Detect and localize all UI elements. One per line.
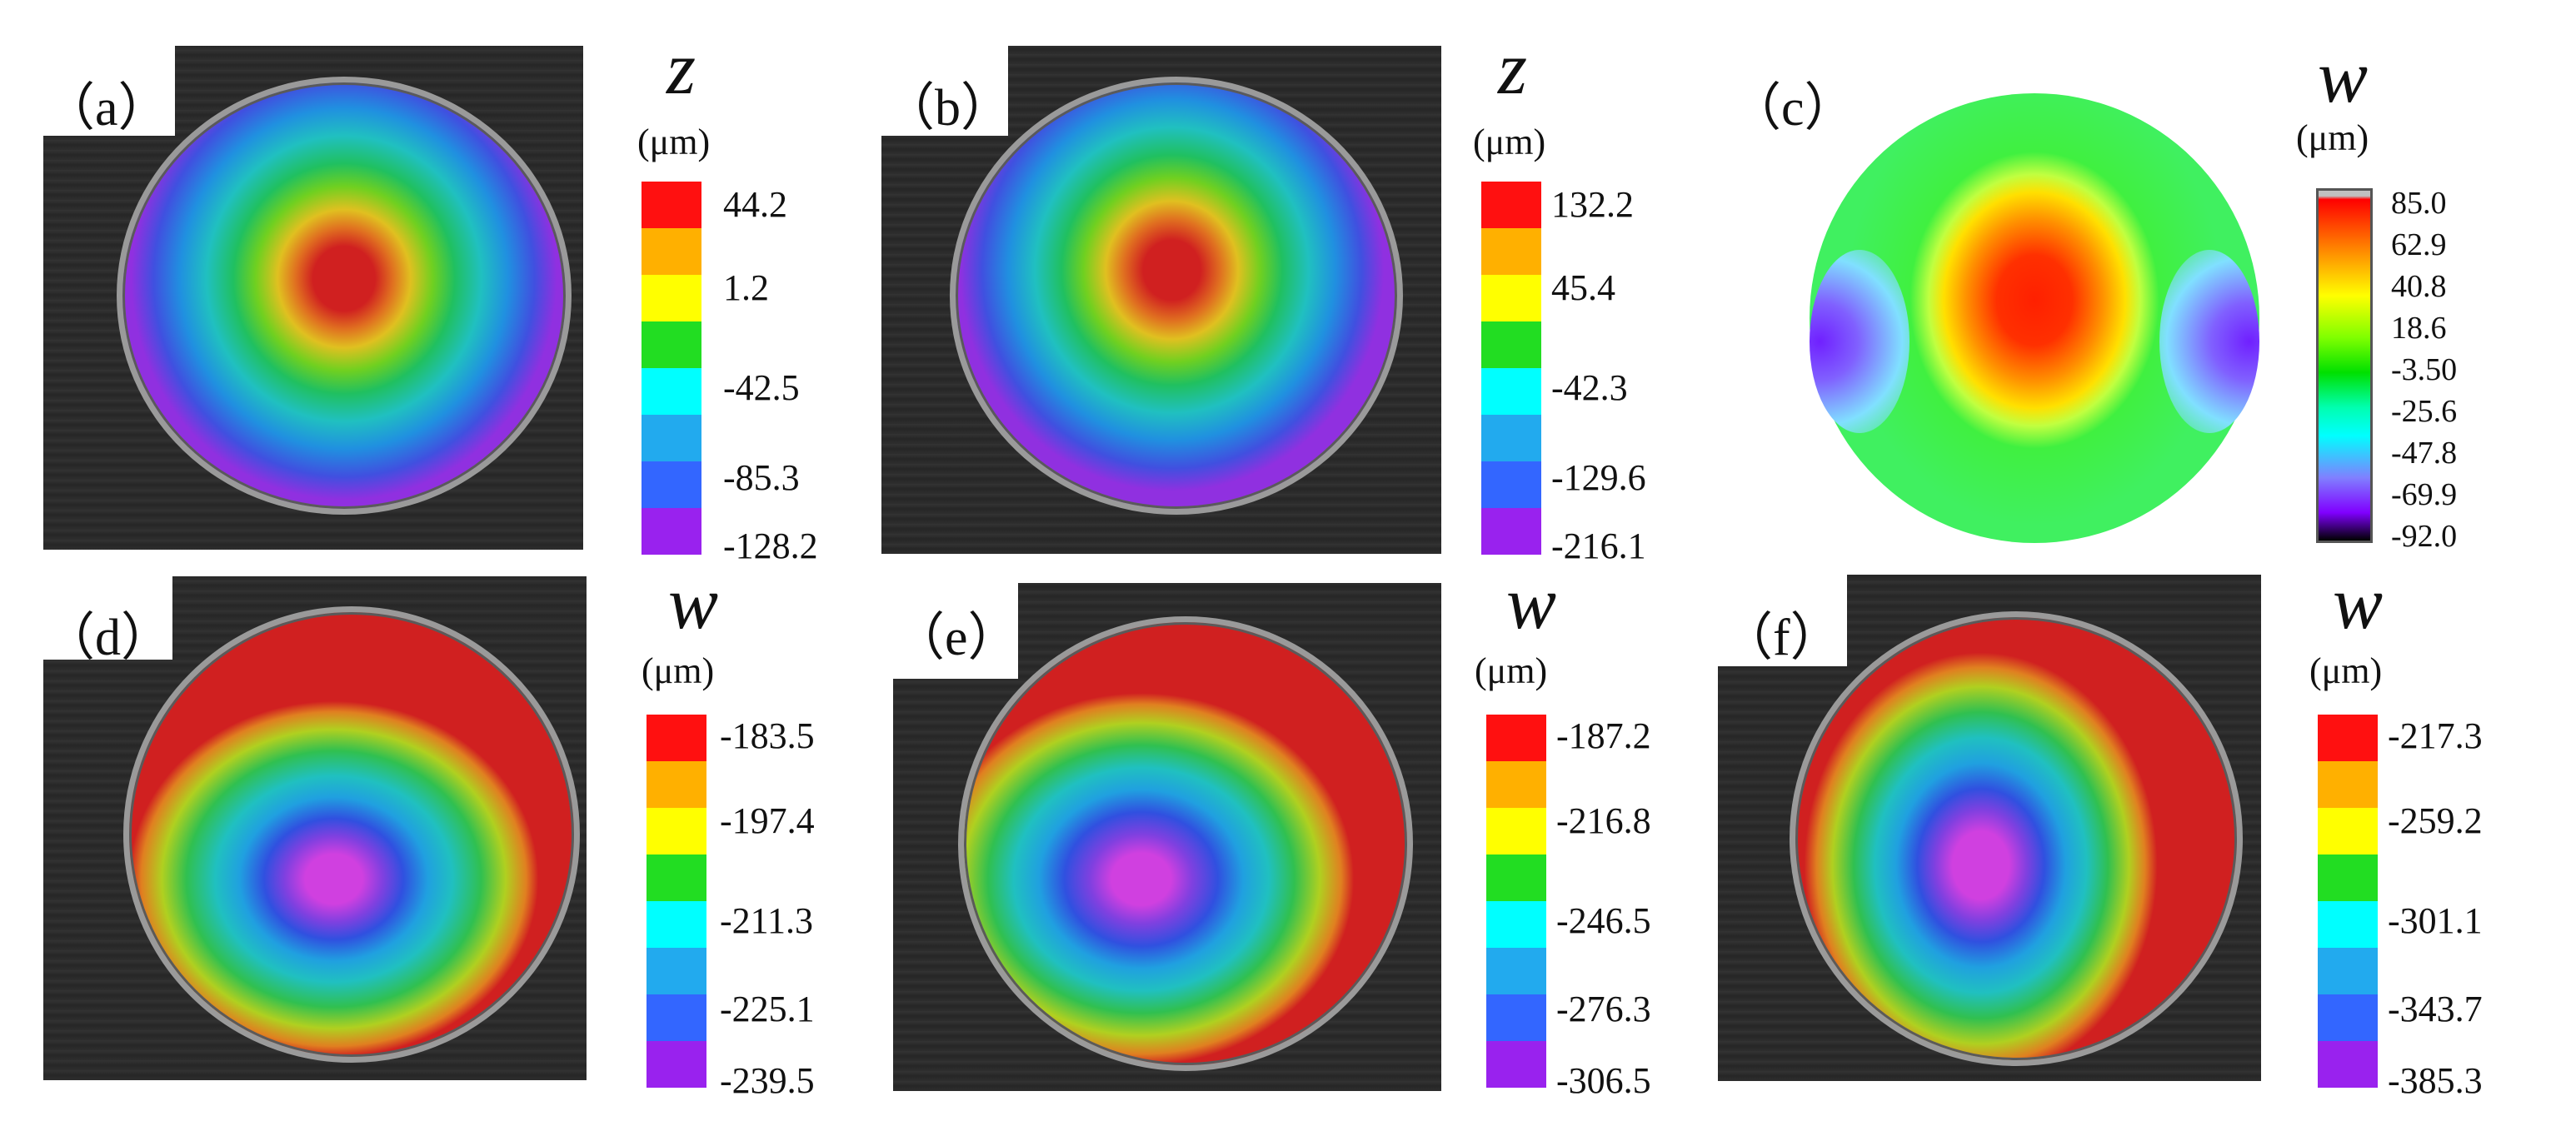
panel-c-tick-7: -47.8 — [2391, 436, 2458, 471]
panel-d-unit: (μm) — [642, 650, 715, 691]
panel-e-tick-1: -187.2 — [1556, 715, 1651, 756]
panel-d-tick-2: -197.4 — [720, 800, 815, 841]
panel-e-unit: (μm) — [1475, 650, 1548, 691]
panel-c-left-lobe — [1810, 250, 1910, 433]
panel-e-label: （e） — [893, 610, 1020, 666]
panel-b-tick-5: -216.1 — [1551, 526, 1646, 566]
panel-d-label: （d） — [43, 610, 173, 666]
panel-d-tick-4: -225.1 — [720, 989, 815, 1029]
panel-f-tick-3: -301.1 — [2388, 900, 2483, 941]
panel-b-contour-disc — [950, 77, 1403, 515]
panel-c-label: （c） — [1730, 80, 1856, 137]
panel-f-tick-2: -259.2 — [2388, 800, 2483, 841]
panel-a-tick-4: -85.3 — [723, 457, 800, 498]
panel-c-tick-8: -69.9 — [2391, 477, 2458, 512]
panel-f-unit: (μm) — [2309, 650, 2383, 691]
panel-e-tick-4: -276.3 — [1556, 989, 1651, 1029]
panel-a-tick-3: -42.5 — [723, 367, 800, 408]
panel-c-tick-3: 40.8 — [2391, 269, 2447, 304]
panel-f-colorbar — [2318, 715, 2378, 1088]
panel-e-colorbar — [1486, 715, 1546, 1088]
panel-e-tick-2: -216.8 — [1556, 800, 1651, 841]
panel-d-tick-1: -183.5 — [720, 715, 815, 756]
panel-b-tick-1: 132.2 — [1551, 184, 1634, 225]
panel-a-tick-5: -128.2 — [723, 526, 818, 566]
panel-d-tick-5: -239.5 — [720, 1060, 815, 1101]
panel-a-unit: (μm) — [637, 122, 711, 162]
panel-a-symbol: z — [666, 27, 696, 110]
panel-d-symbol: w — [668, 562, 719, 645]
panel-b-tick-4: -129.6 — [1551, 457, 1646, 498]
panel-c-right-lobe — [2159, 250, 2259, 433]
panel-f-symbol: w — [2333, 562, 2384, 645]
panel-a-label: （a） — [43, 80, 170, 137]
panel-b-tick-3: -42.3 — [1551, 367, 1628, 408]
panel-e-tick-3: -246.5 — [1556, 900, 1651, 941]
panel-b-label: （b） — [883, 80, 1013, 137]
panel-c-tick-2: 62.9 — [2391, 227, 2447, 262]
panel-c-unit: (μm) — [2296, 117, 2369, 158]
panel-f-contour-disc — [1790, 611, 2243, 1066]
panel-c-tick-5: -3.50 — [2391, 352, 2458, 387]
panel-c-tick-9: -92.0 — [2391, 519, 2458, 554]
panel-a-tick-1: 44.2 — [723, 184, 787, 225]
panel-a-contour-disc — [117, 77, 572, 515]
panel-e-contour-disc — [958, 616, 1413, 1071]
panel-c-symbol: w — [2318, 36, 2369, 118]
panel-f-tick-5: -385.3 — [2388, 1060, 2483, 1101]
panel-d-colorbar — [646, 715, 706, 1088]
panel-b-colorbar — [1481, 182, 1541, 555]
panel-e-tick-5: -306.5 — [1556, 1060, 1651, 1101]
panel-a-tick-2: 1.2 — [723, 267, 769, 308]
panel-a-colorbar — [642, 182, 701, 555]
panel-d-tick-3: -211.3 — [720, 900, 814, 941]
panel-c-colorbar — [2316, 188, 2373, 543]
panel-b-unit: (μm) — [1473, 122, 1546, 162]
panel-b-tick-2: 45.4 — [1551, 267, 1615, 308]
panel-f-label: （f） — [1721, 610, 1842, 666]
panel-d-contour-disc — [123, 606, 580, 1063]
panel-c-tick-1: 85.0 — [2391, 186, 2447, 221]
panel-f-tick-4: -343.7 — [2388, 989, 2483, 1029]
panel-f-tick-1: -217.3 — [2388, 715, 2483, 756]
panel-b-symbol: z — [1498, 27, 1528, 110]
panel-c-tick-4: 18.6 — [2391, 311, 2447, 346]
panel-c-tick-6: -25.6 — [2391, 394, 2458, 429]
panel-e-symbol: w — [1506, 562, 1557, 645]
